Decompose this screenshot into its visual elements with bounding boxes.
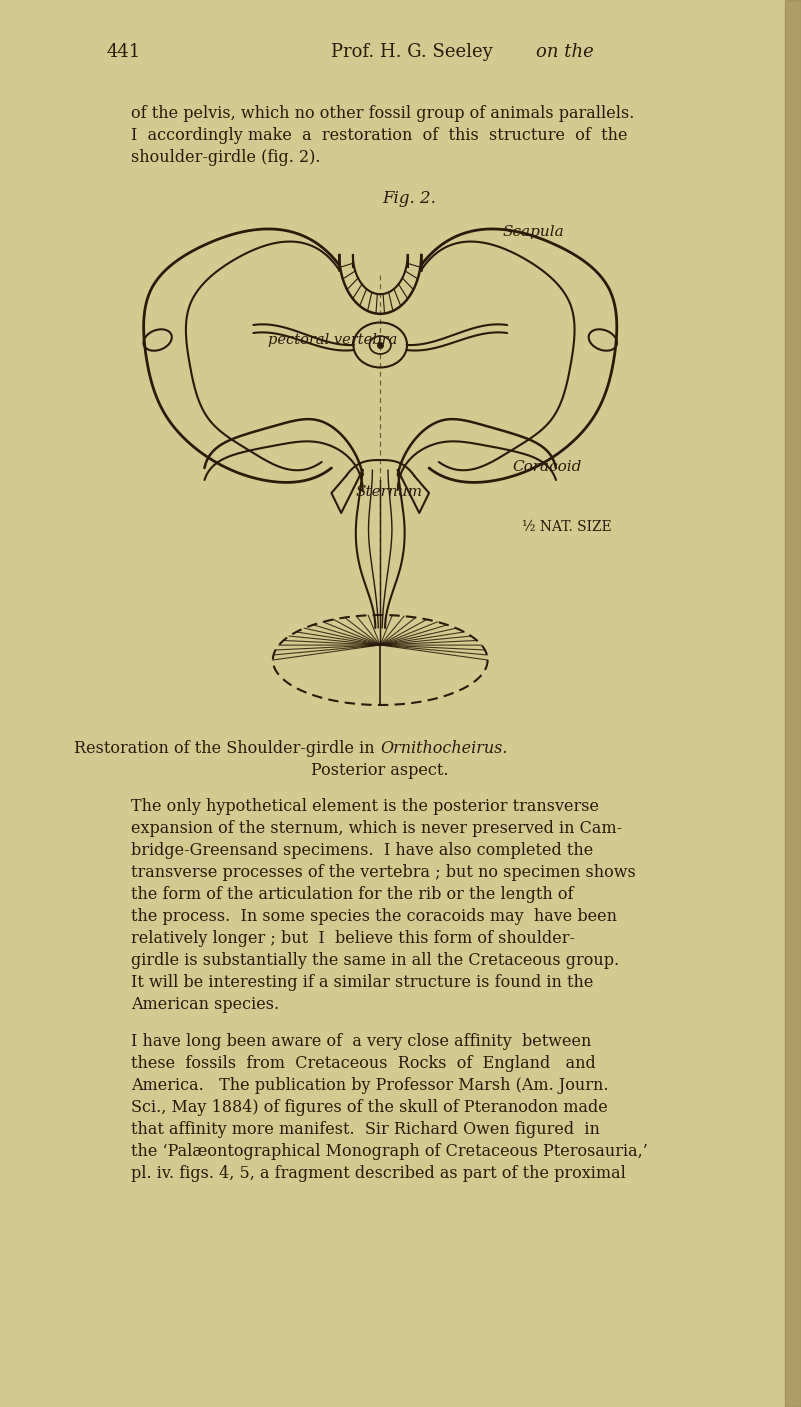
Text: I  accordingly make  a  restoration  of  this  structure  of  the: I accordingly make a restoration of this… <box>131 127 628 144</box>
Text: bridge-Greensand specimens.  I have also completed the: bridge-Greensand specimens. I have also … <box>131 841 594 860</box>
Text: these  fossils  from  Cretaceous  Rocks  of  England   and: these fossils from Cretaceous Rocks of E… <box>131 1055 596 1072</box>
Text: Sternum: Sternum <box>356 485 423 499</box>
Text: Prof. H. G. Seeley: Prof. H. G. Seeley <box>332 44 493 61</box>
Text: Fig. 2.: Fig. 2. <box>383 190 437 207</box>
Text: Restoration of the Shoulder-girdle in: Restoration of the Shoulder-girdle in <box>74 740 380 757</box>
Text: Ornithocheirus.: Ornithocheirus. <box>380 740 508 757</box>
Text: American species.: American species. <box>131 996 280 1013</box>
Text: the form of the articulation for the rib or the length of: the form of the articulation for the rib… <box>131 886 574 903</box>
Text: the ‘Palæontographical Monograph of Cretaceous Pterosauria,’: the ‘Palæontographical Monograph of Cret… <box>131 1142 648 1159</box>
Text: shoulder-girdle (fig. 2).: shoulder-girdle (fig. 2). <box>131 149 320 166</box>
Text: on the: on the <box>537 44 594 61</box>
Text: relatively longer ; but  I  believe this form of shoulder-: relatively longer ; but I believe this f… <box>131 930 575 947</box>
Text: ½ NAT. SIZE: ½ NAT. SIZE <box>521 521 611 535</box>
Text: The only hypothetical element is the posterior transverse: The only hypothetical element is the pos… <box>131 798 599 815</box>
Text: the process.  In some species the coracoids may  have been: the process. In some species the coracoi… <box>131 908 618 924</box>
Text: transverse processes of the vertebra ; but no specimen shows: transverse processes of the vertebra ; b… <box>131 864 636 881</box>
Text: expansion of the sternum, which is never preserved in Cam-: expansion of the sternum, which is never… <box>131 820 622 837</box>
Text: Coracoid: Coracoid <box>512 460 582 474</box>
Text: pl. iv. figs. 4, 5, a fragment described as part of the proximal: pl. iv. figs. 4, 5, a fragment described… <box>131 1165 626 1182</box>
Bar <box>785 0 801 1407</box>
Text: pectoral vertebra: pectoral vertebra <box>268 333 397 348</box>
Text: that affinity more manifest.  Sir Richard Owen figured  in: that affinity more manifest. Sir Richard… <box>131 1121 600 1138</box>
Text: Posterior aspect.: Posterior aspect. <box>312 763 449 779</box>
Text: Sci., May 1884) of figures of the skull of Pteranodon made: Sci., May 1884) of figures of the skull … <box>131 1099 608 1116</box>
Text: Scapula: Scapula <box>502 225 564 239</box>
Text: It will be interesting if a similar structure is found in the: It will be interesting if a similar stru… <box>131 974 594 991</box>
Ellipse shape <box>369 336 391 355</box>
Text: America.   The publication by Professor Marsh (Am. Journ.: America. The publication by Professor Ma… <box>131 1076 609 1095</box>
Text: of the pelvis, which no other fossil group of animals parallels.: of the pelvis, which no other fossil gro… <box>131 106 634 122</box>
Text: I have long been aware of  a very close affinity  between: I have long been aware of a very close a… <box>131 1033 592 1050</box>
Text: girdle is substantially the same in all the Cretaceous group.: girdle is substantially the same in all … <box>131 953 619 969</box>
Text: 441: 441 <box>107 44 141 61</box>
